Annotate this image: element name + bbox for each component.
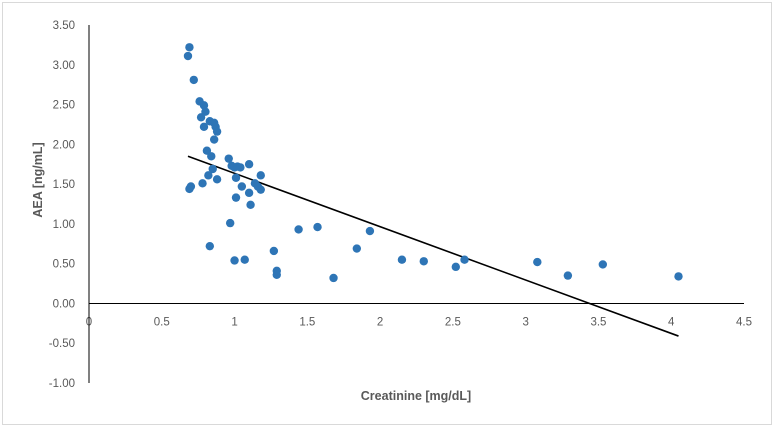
data-point xyxy=(294,225,303,234)
data-point xyxy=(212,127,222,136)
data-point xyxy=(236,163,245,172)
x-tick-label: 2 xyxy=(377,316,383,328)
data-point xyxy=(674,272,683,281)
y-tick-label: -0.50 xyxy=(49,338,75,350)
data-point xyxy=(224,154,233,163)
y-axis-title: AEA [ng/mL] xyxy=(31,142,45,217)
data-point xyxy=(204,171,213,180)
data-point xyxy=(460,255,469,264)
data-point xyxy=(352,244,362,253)
data-point xyxy=(533,257,542,267)
data-point xyxy=(209,135,219,144)
data-point xyxy=(419,257,428,266)
data-point xyxy=(269,246,279,256)
y-tick-label: 1.50 xyxy=(53,179,75,191)
data-point xyxy=(185,43,194,52)
x-tick-label: 3.5 xyxy=(590,316,606,328)
x-tick-labels: 00.511.522.533.544.5 xyxy=(86,316,752,328)
data-point xyxy=(199,122,209,132)
x-tick-label: 4.5 xyxy=(736,316,752,328)
y-tick-label: 2.50 xyxy=(53,100,75,112)
chart-frame: 3.50 3.00 2.50 2.00 1.50 1.00 0.50 0.00 -0.50 -1.… xyxy=(2,2,772,425)
data-point xyxy=(207,152,216,161)
x-tick-label: 0.5 xyxy=(154,316,170,328)
data-point xyxy=(230,256,239,265)
x-axis-title: Creatinine [mg/dL] xyxy=(361,389,471,403)
y-tick-label: -1.00 xyxy=(49,378,75,390)
data-point xyxy=(199,101,209,110)
trendline xyxy=(187,155,679,337)
y-tick-label: 0.50 xyxy=(53,259,75,271)
scatter-chart: 3.50 3.00 2.50 2.00 1.50 1.00 0.50 0.00 -0.50 -1.… xyxy=(31,20,752,403)
y-tick-label: 3.50 xyxy=(53,20,75,32)
data-point xyxy=(563,271,573,280)
data-point xyxy=(208,164,217,174)
data-point xyxy=(451,262,460,272)
data-point xyxy=(598,260,608,269)
data-point xyxy=(225,218,235,228)
data-point xyxy=(185,184,194,194)
x-tick-label: 1 xyxy=(231,316,237,328)
y-tick-label: 3.00 xyxy=(53,60,75,72)
data-point xyxy=(256,185,265,194)
x-tick-label: 3 xyxy=(522,316,528,328)
data-point xyxy=(231,173,241,182)
data-point xyxy=(212,175,222,184)
data-point xyxy=(313,222,322,232)
data-point xyxy=(189,75,198,85)
data-point xyxy=(329,273,338,283)
data-point xyxy=(240,255,249,264)
y-tick-labels: 3.50 3.00 2.50 2.00 1.50 1.00 0.50 0.00 -0.50 -1.… xyxy=(49,20,75,390)
x-tick-label: 2.5 xyxy=(445,316,461,328)
data-point xyxy=(397,255,407,264)
data-point xyxy=(244,188,254,198)
y-tick-label: 1.00 xyxy=(53,219,75,231)
data-point xyxy=(272,270,281,280)
y-tick-label: 0.00 xyxy=(53,298,75,310)
x-tick-label: 1.5 xyxy=(299,316,315,328)
data-point xyxy=(256,171,265,180)
data-point xyxy=(201,107,210,116)
y-tick-label: 2.00 xyxy=(53,139,75,151)
data-point xyxy=(244,160,254,169)
data-point xyxy=(365,226,375,236)
data-point xyxy=(237,182,247,191)
data-point xyxy=(183,51,193,61)
x-tick-label: 4 xyxy=(668,316,675,328)
data-points xyxy=(183,43,683,283)
data-point xyxy=(205,241,215,251)
data-point xyxy=(246,200,255,209)
data-point xyxy=(231,193,241,202)
data-point xyxy=(198,179,207,188)
